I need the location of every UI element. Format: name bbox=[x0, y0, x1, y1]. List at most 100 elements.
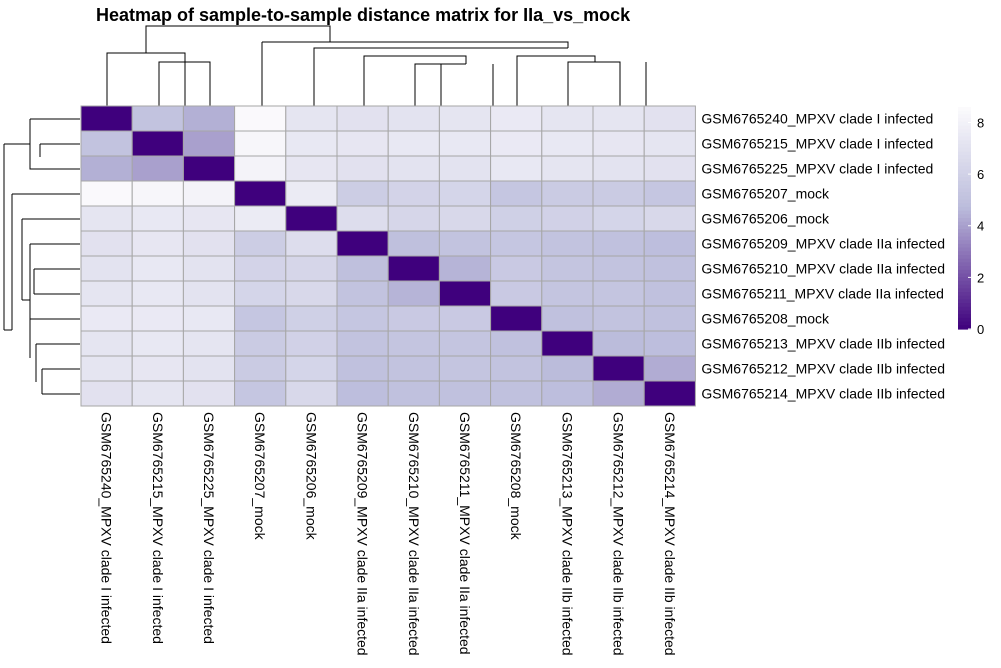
heatmap-cell bbox=[438, 330, 492, 357]
heatmap-cell bbox=[80, 105, 133, 132]
color-legend: 0 2 4 6 8 bbox=[958, 107, 984, 337]
legend-color-step bbox=[958, 107, 971, 112]
legend-color-step bbox=[958, 118, 971, 123]
row-label: GSM6765214_MPXV clade IIb infected bbox=[701, 386, 945, 402]
heatmap-cell bbox=[643, 380, 696, 407]
legend-color-step bbox=[958, 325, 971, 330]
heatmap-cell bbox=[387, 380, 440, 407]
heatmap-cell bbox=[490, 280, 543, 307]
row-label: GSM6765225_MPXV clade I infected bbox=[701, 161, 933, 177]
heatmap-cell bbox=[387, 130, 440, 157]
heatmap-cell bbox=[182, 230, 236, 257]
heatmap-cell bbox=[80, 330, 133, 357]
legend-color-step bbox=[958, 214, 971, 219]
heatmap-cell bbox=[336, 230, 389, 257]
row-label: GSM6765215_MPXV clade I infected bbox=[701, 136, 933, 152]
heatmap-cell bbox=[490, 105, 543, 132]
legend-color-step bbox=[958, 162, 971, 167]
legend-tick-label: 0 bbox=[977, 322, 984, 337]
heatmap-cell bbox=[80, 355, 133, 382]
heatmap-cell bbox=[234, 105, 287, 132]
heatmap-cell bbox=[336, 305, 389, 332]
heatmap-cell bbox=[643, 230, 696, 257]
legend-color-step bbox=[958, 273, 971, 278]
heatmap-cell bbox=[182, 355, 236, 382]
column-label: GSM6765213_MPXV clade IIb infected bbox=[559, 412, 575, 656]
heatmap-cell bbox=[592, 155, 645, 182]
heatmap-cell bbox=[643, 355, 696, 382]
heatmap-cell bbox=[131, 130, 184, 157]
heatmap-cell bbox=[336, 380, 389, 407]
heatmap-cell bbox=[541, 305, 594, 332]
legend-color-step bbox=[958, 229, 971, 234]
heatmap-cell bbox=[541, 255, 594, 282]
heatmap-cell bbox=[234, 155, 287, 182]
heatmap-cell bbox=[643, 280, 696, 307]
legend-color-step bbox=[958, 295, 971, 300]
legend-color-step bbox=[958, 195, 971, 201]
row-label: GSM6765206_mock bbox=[701, 211, 830, 227]
heatmap-cell bbox=[285, 155, 338, 182]
row-labels: GSM6765240_MPXV clade I infected GSM67652… bbox=[701, 111, 945, 402]
heatmap-cell bbox=[285, 280, 338, 307]
row-label: GSM6765211_MPXV clade IIa infected bbox=[701, 286, 944, 302]
column-label: GSM6765212_MPXV clade IIb infected bbox=[611, 412, 627, 656]
legend-color-step bbox=[958, 255, 971, 260]
legend-color-step bbox=[958, 243, 971, 249]
row-label: GSM6765240_MPXV clade I infected bbox=[701, 111, 933, 127]
heatmap-cell bbox=[285, 355, 338, 382]
heatmap-cell bbox=[182, 280, 236, 307]
legend-color-step bbox=[958, 269, 971, 275]
legend-tick-label: 4 bbox=[977, 219, 984, 234]
row-label: GSM6765210_MPXV clade IIa infected bbox=[701, 261, 945, 277]
legend-tick-label: 8 bbox=[977, 115, 984, 130]
heatmap-cell bbox=[336, 255, 389, 282]
heatmap-cell bbox=[234, 280, 287, 307]
heatmap-cell bbox=[643, 155, 696, 182]
heatmap-cell bbox=[234, 355, 287, 382]
legend-tick-label: 2 bbox=[977, 270, 984, 285]
legend-color-step bbox=[958, 240, 971, 245]
heatmap-cell bbox=[131, 355, 184, 382]
row-label: GSM6765213_MPXV clade IIb infected bbox=[701, 336, 945, 352]
heatmap-cell bbox=[490, 205, 543, 232]
heatmap-cell bbox=[336, 355, 389, 382]
heatmap-cell bbox=[285, 380, 338, 407]
legend-color-step bbox=[958, 136, 971, 141]
heatmap-cell bbox=[643, 205, 696, 232]
heatmap-cell bbox=[336, 155, 389, 182]
row-dendrogram bbox=[3, 118, 80, 395]
heatmap-cell bbox=[182, 305, 236, 332]
heatmap-cell bbox=[80, 380, 133, 407]
heatmap-cell bbox=[438, 355, 492, 382]
heatmap-cell bbox=[438, 130, 492, 157]
column-label: GSM6765215_MPXV clade I infected bbox=[150, 412, 166, 644]
legend-color-step bbox=[958, 158, 971, 164]
heatmap-cell bbox=[387, 230, 440, 257]
heatmap-cell bbox=[80, 155, 133, 182]
heatmap-cell bbox=[438, 305, 492, 332]
heatmap-cell bbox=[643, 105, 696, 132]
heatmap-cell bbox=[643, 180, 696, 207]
heatmap-cell bbox=[80, 255, 133, 282]
heatmap-cell bbox=[131, 280, 184, 307]
heatmap-cell bbox=[80, 280, 133, 307]
column-label: GSM6765214_MPXV clade IIb infected bbox=[662, 412, 678, 656]
heatmap-cell bbox=[182, 205, 236, 232]
heatmap-cell bbox=[541, 280, 594, 307]
heatmap-cell bbox=[387, 205, 440, 232]
heatmap-cell bbox=[285, 230, 338, 257]
legend-color-step bbox=[958, 155, 971, 160]
heatmap-cell bbox=[592, 130, 645, 157]
legend-color-step bbox=[958, 110, 971, 115]
heatmap-cell bbox=[490, 255, 543, 282]
legend-color-step bbox=[958, 258, 971, 263]
heatmap-cell bbox=[541, 105, 594, 132]
heatmap-cell bbox=[592, 205, 645, 232]
heatmap-cell bbox=[490, 180, 543, 207]
legend-color-step bbox=[958, 310, 971, 315]
heatmap-cell bbox=[336, 330, 389, 357]
column-label: GSM6765209_MPXV clade IIa infected bbox=[355, 412, 371, 656]
heatmap-cell bbox=[387, 155, 440, 182]
heatmap-cell bbox=[643, 330, 696, 357]
